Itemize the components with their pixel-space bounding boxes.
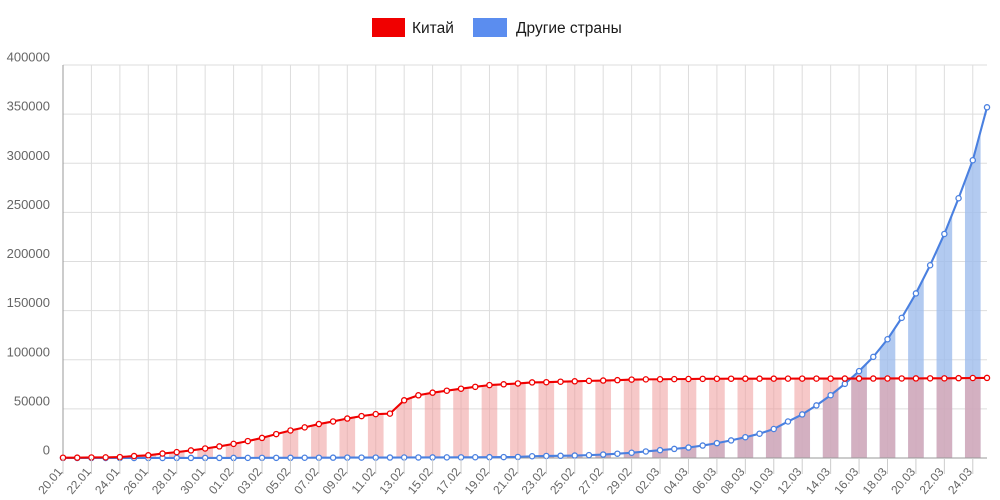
svg-text:350000: 350000 — [7, 99, 50, 114]
svg-text:200000: 200000 — [7, 246, 50, 261]
svg-text:Другие страны: Другие страны — [516, 20, 622, 37]
svg-text:250000: 250000 — [7, 197, 50, 212]
svg-text:Китай: Китай — [412, 20, 454, 37]
svg-text:100000: 100000 — [7, 344, 50, 359]
svg-text:50000: 50000 — [14, 393, 50, 408]
svg-text:300000: 300000 — [7, 148, 50, 163]
svg-text:400000: 400000 — [7, 50, 50, 65]
svg-text:150000: 150000 — [7, 295, 50, 310]
svg-text:0: 0 — [43, 443, 50, 458]
